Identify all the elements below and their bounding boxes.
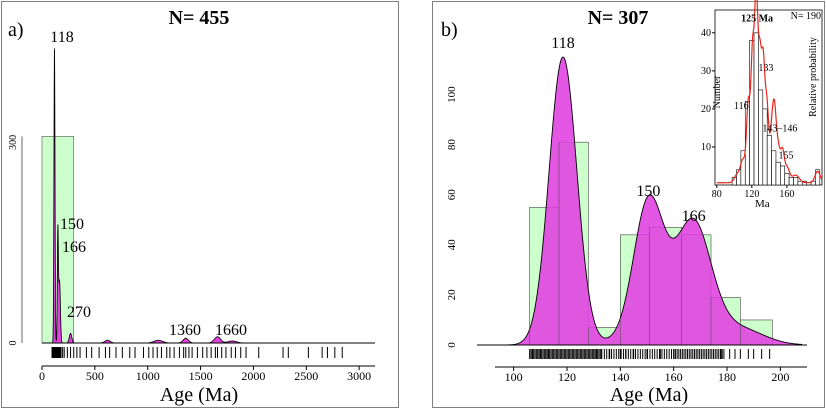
inset-peak-label: 116 (734, 101, 749, 112)
inset-x-axis-label: Ma (755, 198, 770, 210)
inset-bar (793, 177, 799, 186)
chart-title: N= 307 (588, 7, 649, 29)
x-tick-label: 2500 (294, 369, 318, 383)
panel-label: b) (441, 19, 458, 41)
y-tick-label: 40 (446, 239, 458, 251)
inset-bar (815, 169, 821, 186)
panel-label: a) (8, 19, 24, 41)
inset-x-tick-label: 120 (744, 189, 759, 200)
x-tick-label: 1500 (189, 369, 213, 383)
peak-label: 270 (67, 304, 91, 321)
x-tick-label: 180 (718, 370, 736, 384)
inset-y-axis-label-left: Number (712, 75, 723, 108)
chart-a-svg: a) N= 455 0 500 1000 1500 2000 2500 3000 0 300 118 1… (8, 7, 375, 406)
x-tick-label: 100 (505, 370, 523, 384)
peak-label: 118 (551, 35, 574, 52)
inset-bar (771, 150, 777, 186)
x-tick-label: 2000 (241, 369, 265, 383)
chart-panel-b: b) N= 307 100 120 140 160 180 200 0 20 40 60 80 100 11… (432, 0, 825, 408)
density-curve (499, 56, 803, 346)
inset-bar (775, 161, 781, 186)
inset-y-tick-label: 30 (701, 66, 711, 77)
inset-y-tick-label: 10 (701, 142, 711, 153)
peak-label: 1660 (215, 322, 247, 339)
y-tick-label: 100 (446, 86, 458, 103)
inset-bar (780, 165, 786, 186)
x-tick-label: 1000 (136, 369, 160, 383)
y-tick-label: 0 (8, 341, 19, 346)
x-tick-label: 140 (611, 370, 629, 384)
peak-label: 118 (50, 29, 73, 46)
y-tick-label: 80 (446, 139, 458, 151)
peak-label: 166 (682, 208, 706, 225)
chart-panel-a: a) N= 455 0 500 1000 1500 2000 2500 3000 0 300 118 1… (1, 1, 399, 408)
inset-bar (788, 177, 794, 186)
inset-bar (753, 32, 759, 186)
y-tick-label: 60 (446, 189, 458, 201)
x-tick-label: 0 (39, 369, 45, 383)
chart-title: N= 455 (169, 7, 230, 29)
y-tick-label: 0 (446, 342, 458, 348)
x-tick-label: 3000 (347, 369, 371, 383)
y-tick-label: 20 (446, 289, 458, 301)
inset-bar (762, 108, 768, 186)
inset-title: N= 190 (791, 11, 821, 22)
inset-x-tick-label: 160 (779, 189, 794, 200)
x-tick-label: 160 (665, 370, 683, 384)
inset-peak-label: 143–146 (762, 124, 797, 135)
inset-y-tick-label: 40 (701, 28, 711, 39)
inset-probability-curve (716, 0, 823, 184)
x-tick-label: 500 (86, 369, 104, 383)
inset-x-tick-label: 80 (712, 189, 722, 200)
x-axis-label: Age (Ma) (610, 384, 688, 406)
x-axis-label: Age (Ma) (160, 384, 238, 406)
y-tick-label: 300 (8, 135, 19, 150)
x-tick-label: 120 (558, 370, 576, 384)
inset-bar (758, 89, 764, 186)
inset-bar (784, 173, 790, 186)
peak-label: 166 (62, 239, 86, 256)
inset-peak-label: 155 (779, 150, 794, 161)
inset-y-tick-label: 20 (701, 104, 711, 115)
inset-peak-label: 133 (758, 63, 773, 74)
inset-bar (766, 135, 772, 186)
inset-y-axis-label-right: Relative probability (808, 37, 819, 117)
chart-b-svg: b) N= 307 100 120 140 160 180 200 0 20 40 60 80 100 11… (441, 0, 823, 406)
inset-bar (797, 180, 803, 186)
peak-label: 150 (636, 183, 660, 200)
peak-label: 150 (60, 216, 84, 233)
x-tick-label: 200 (771, 370, 789, 384)
inset-peak-label: 125 Ma (741, 13, 773, 24)
density-curve (42, 48, 349, 344)
peak-label: 1360 (169, 322, 201, 339)
